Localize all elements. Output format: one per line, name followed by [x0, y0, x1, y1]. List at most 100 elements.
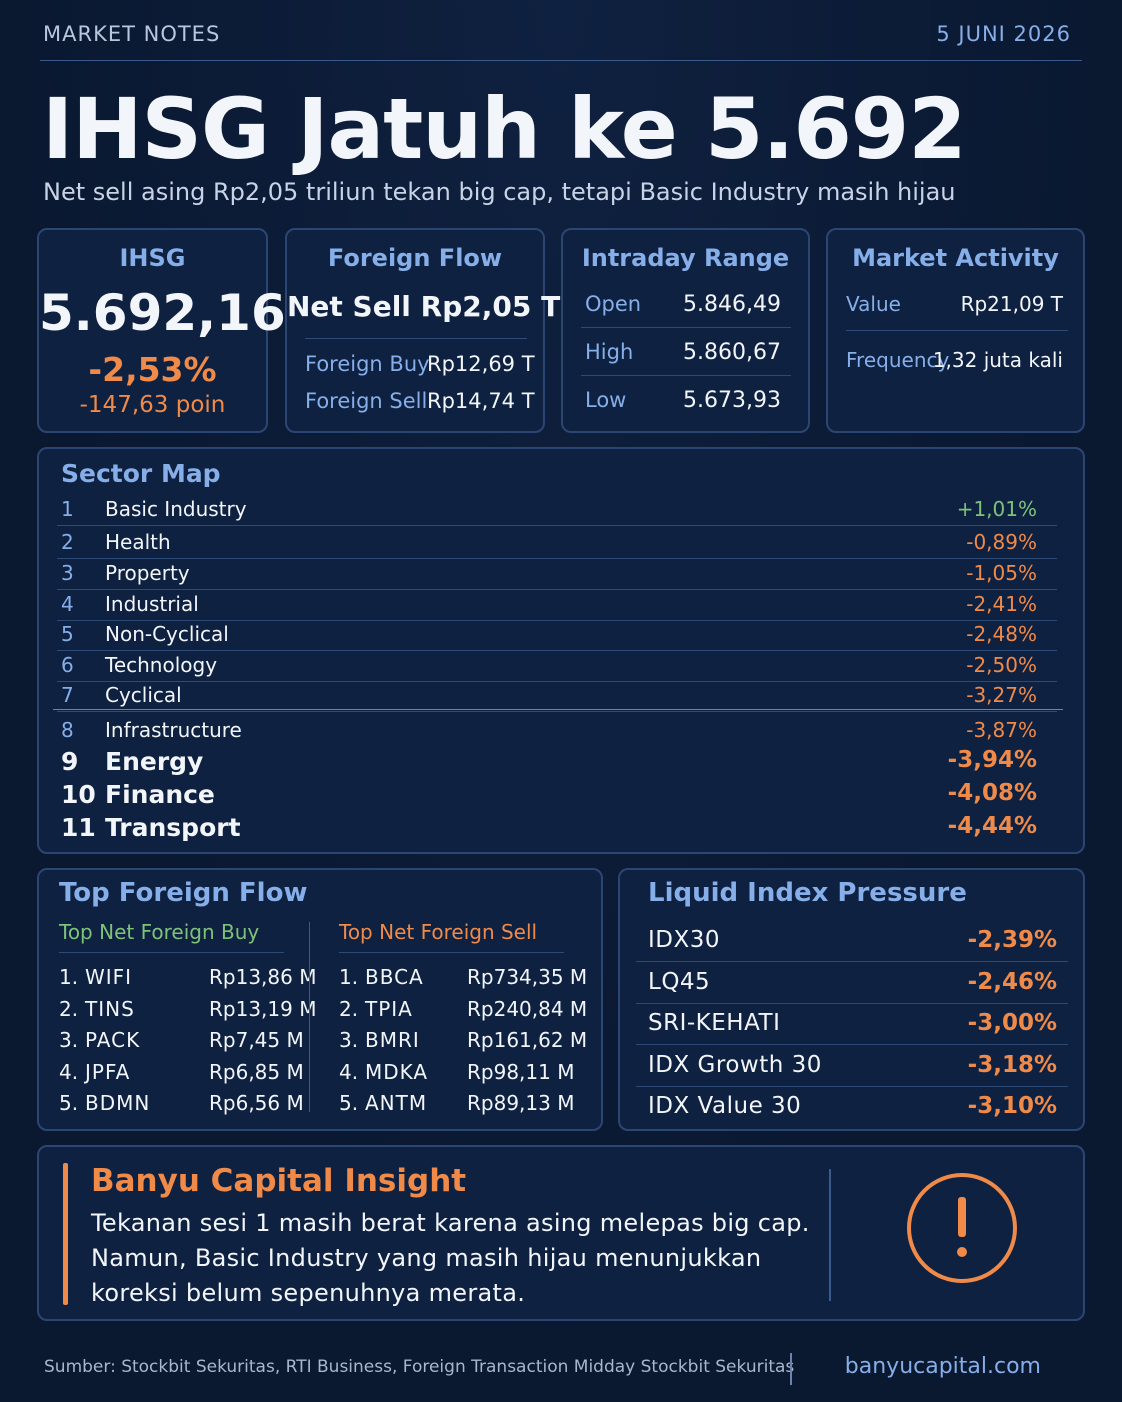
section-title: Sector Map	[61, 459, 221, 488]
ticker: TINS	[85, 996, 135, 1021]
sector-change: -3,27%	[966, 683, 1037, 707]
divider	[636, 1044, 1068, 1045]
divider	[57, 558, 1057, 559]
flow-amount: Rp240,84 M	[467, 996, 588, 1021]
section-title: Liquid Index Pressure	[648, 878, 967, 908]
flow-label: Foreign Buy	[305, 352, 430, 376]
list-rank: 5.	[339, 1091, 359, 1115]
list-title: Top Net Foreign Buy	[59, 920, 260, 944]
alert-stem	[958, 1197, 966, 1237]
intraday-card: Intraday Range Open 5.846,49 High 5.860,67 Lo…	[561, 228, 810, 433]
index-change: -3,00%	[967, 1010, 1057, 1036]
sector-rank: 11	[61, 813, 96, 842]
index-name: IDX Value 30	[648, 1093, 802, 1119]
list-rank: 3.	[59, 1028, 79, 1052]
activity-label: Frequency	[846, 348, 950, 372]
subtitle: Net sell asing Rp2,05 triliun tekan big …	[43, 178, 956, 206]
sector-name: Transport	[105, 813, 241, 842]
flow-value: Rp12,69 T	[427, 352, 535, 376]
sector-rank: 6	[61, 653, 74, 677]
list-rank: 2.	[339, 996, 359, 1021]
divider	[636, 1085, 1068, 1087]
range-label: Open	[585, 292, 642, 316]
index-change: -2,46%	[967, 968, 1057, 995]
sector-name: Basic Industry	[105, 497, 247, 521]
list-rank: 3.	[339, 1028, 359, 1052]
insight-text: Namun, Basic Industry yang masih hijau m…	[91, 1244, 762, 1272]
accent-bar	[63, 1163, 68, 1305]
flow-value: Rp14,74 T	[427, 389, 535, 413]
sector-change: -0,89%	[966, 530, 1037, 554]
card-title: Intraday Range	[581, 244, 790, 272]
sector-rank: 1	[61, 497, 74, 521]
sector-change: -2,50%	[966, 653, 1037, 677]
divider	[57, 711, 1057, 712]
sector-change: -1,05%	[966, 561, 1037, 585]
section-title: Top Foreign Flow	[59, 878, 308, 908]
sector-rank: 8	[61, 718, 74, 742]
activity-value: 1,32 juta kali	[932, 348, 1063, 372]
index-points: -147,63 poin	[79, 392, 226, 418]
list-rank: 5.	[59, 1091, 79, 1115]
sector-name: Technology	[105, 653, 218, 677]
activity-value: Rp21,09 T	[960, 292, 1063, 316]
sector-map: Sector Map 1 Basic Industry +1,01% 2 Health -0…	[37, 447, 1085, 854]
alert-dot	[957, 1247, 967, 1257]
flow-amount: Rp13,19 M	[209, 996, 317, 1021]
ihsg-card: IHSG 5.692,16 -2,53% -147,63 poin	[37, 228, 286, 433]
sector-rank: 4	[61, 592, 74, 616]
range-value: 5.860,67	[683, 340, 781, 365]
sector-rank: 10	[61, 780, 96, 809]
sector-name: Infrastructure	[105, 718, 242, 742]
list-rank: 2.	[59, 996, 79, 1021]
insight-text: koreksi belum sepenuhnya merata.	[91, 1279, 526, 1307]
divider	[57, 650, 1057, 651]
net-flow: Net Sell Rp2,05 T	[287, 290, 561, 323]
range-label: Low	[585, 388, 627, 412]
source: Sumber: Stockbit Sekuritas, RTI Business…	[44, 1357, 795, 1377]
column-divider	[829, 1169, 831, 1301]
flow-amount: Rp161,62 M	[467, 1028, 588, 1052]
divider	[57, 681, 1057, 682]
flow-amount: Rp13,86 M	[209, 965, 317, 989]
index-change: -2,53%	[88, 350, 217, 389]
list-rank: 4.	[59, 1059, 79, 1084]
alert-icon	[907, 1173, 1017, 1283]
ticker: ANTM	[365, 1091, 428, 1115]
divider	[40, 60, 1082, 61]
divider	[59, 952, 284, 953]
ticker: WIFI	[85, 965, 133, 989]
sector-change: -4,44%	[947, 813, 1037, 839]
list-title: Top Net Foreign Sell	[339, 920, 538, 944]
divider	[636, 961, 1068, 962]
divider	[581, 327, 791, 328]
index-name: IDX30	[648, 927, 721, 953]
insight: Banyu Capital Insight Tekanan sesi 1 masi…	[37, 1145, 1085, 1321]
divider	[57, 620, 1057, 621]
sector-rank: 7	[61, 683, 74, 707]
sector-name: Property	[105, 561, 190, 585]
sector-name: Non-Cyclical	[105, 622, 229, 646]
list-rank: 1.	[339, 965, 359, 989]
activity-label: Value	[846, 292, 901, 316]
flow-amount: Rp7,45 M	[209, 1028, 304, 1052]
ticker: TPIA	[365, 996, 413, 1021]
divider	[57, 589, 1057, 590]
kicker: MARKET NOTES	[43, 22, 221, 46]
range-value: 5.846,49	[683, 292, 781, 317]
foreign-flow-card: Foreign Flow Net Sell Rp2,05 T Foreign Buy…	[285, 228, 561, 433]
divider	[57, 525, 1057, 526]
footer-divider	[790, 1353, 792, 1385]
divider	[53, 709, 1063, 710]
divider	[339, 952, 564, 953]
card-title: IHSG	[119, 244, 186, 272]
ticker: BMRI	[365, 1028, 420, 1052]
flow-amount: Rp6,56 M	[209, 1091, 304, 1115]
sector-rank: 2	[61, 530, 74, 554]
sector-name: Cyclical	[105, 683, 182, 707]
sector-change: +1,01%	[956, 497, 1037, 521]
card-title: Market Activity	[852, 244, 1059, 272]
liquid-index: Liquid Index Pressure IDX30 -2,39% LQ45 -2,4…	[618, 868, 1085, 1131]
sector-name: Health	[105, 530, 171, 554]
flow-amount: Rp734,35 M	[467, 965, 588, 989]
